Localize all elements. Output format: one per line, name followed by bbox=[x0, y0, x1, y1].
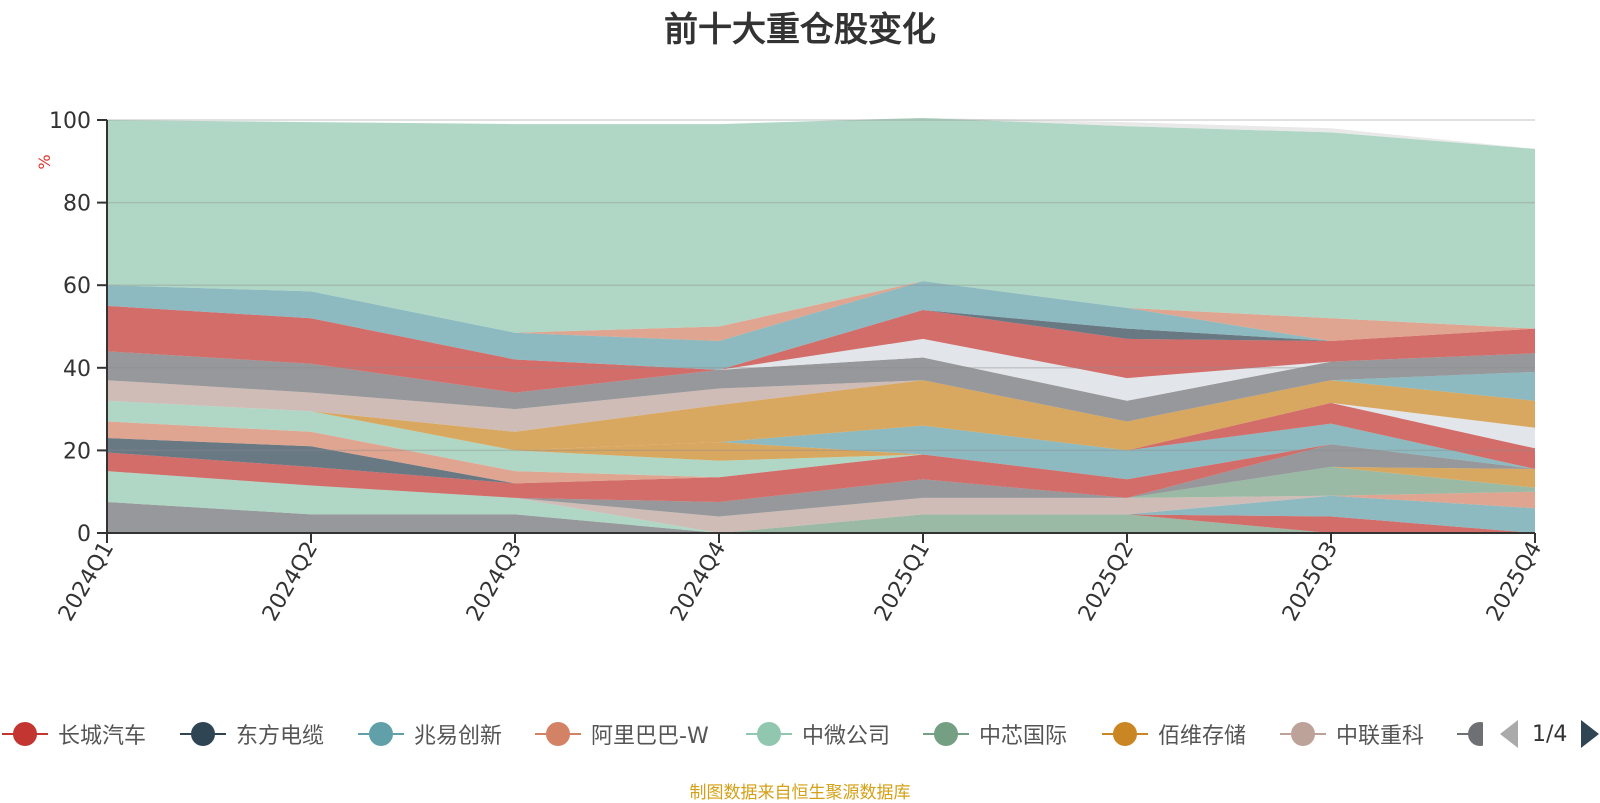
legend-label: 东方电缆 bbox=[236, 724, 325, 749]
areas-layer bbox=[107, 117, 1535, 533]
area-series-16 bbox=[107, 400, 1535, 480]
legend-label: 中微公司 bbox=[802, 724, 891, 749]
area-series-1 bbox=[107, 471, 1535, 533]
legend-item[interactable]: 中芯国际 bbox=[921, 716, 1067, 752]
y-tick-label: 0 bbox=[77, 522, 91, 547]
x-tick-label: 2024Q2 bbox=[258, 538, 323, 626]
area-series-6 bbox=[107, 471, 1535, 533]
y-axis-unit-label: % bbox=[35, 154, 54, 169]
area-series-7 bbox=[107, 471, 1535, 517]
x-tick-label: 2025Q4 bbox=[1482, 538, 1547, 626]
legend-prev-page-icon[interactable] bbox=[1500, 720, 1518, 748]
area-series-8 bbox=[107, 466, 1535, 502]
area-series-25 bbox=[107, 305, 1535, 370]
legend-label: 中芯国际 bbox=[979, 724, 1068, 749]
area-series-26 bbox=[107, 281, 1535, 370]
area-series-27 bbox=[107, 281, 1535, 341]
legend-marker-icon bbox=[744, 716, 794, 752]
legend-marker-icon bbox=[1278, 716, 1328, 752]
area-series-29 bbox=[107, 117, 1535, 149]
legend-item[interactable]: 中微公司 bbox=[744, 716, 890, 752]
area-series-10 bbox=[107, 444, 1535, 502]
legend-item[interactable]: 阿里巴巴-W bbox=[533, 716, 709, 752]
y-tick-label: 60 bbox=[63, 274, 91, 299]
legend-label: 兆易创新 bbox=[414, 724, 503, 749]
x-tick-label: 2025Q2 bbox=[1074, 538, 1139, 626]
area-series-20 bbox=[107, 371, 1535, 432]
area-series-13 bbox=[107, 421, 1535, 484]
x-tick-label: 2024Q1 bbox=[54, 538, 119, 626]
legend-page-indicator: 1/4 bbox=[1532, 721, 1568, 747]
legend-marker-icon bbox=[178, 716, 228, 752]
legend-marker-icon bbox=[1455, 716, 1483, 752]
x-tick-label: 2025Q1 bbox=[870, 538, 935, 626]
chart-title: 前十大重仓股变化 bbox=[664, 10, 936, 50]
legend-label: 长城汽车 bbox=[58, 724, 147, 749]
legend-label: 阿里巴巴-W bbox=[591, 724, 709, 749]
legend-label: 中联重科 bbox=[1336, 724, 1425, 749]
legend-item[interactable]: 佰维存储 bbox=[1100, 716, 1246, 752]
area-series-23 bbox=[107, 338, 1535, 401]
legend-marker-icon bbox=[0, 716, 50, 752]
legend-pager: 1/4 bbox=[1500, 716, 1600, 752]
legend-marker-icon bbox=[921, 716, 971, 752]
legend-label: 佰维存储 bbox=[1158, 724, 1247, 749]
y-tick-label: 40 bbox=[63, 357, 91, 382]
y-tick-label: 80 bbox=[63, 192, 91, 217]
area-series-11 bbox=[107, 444, 1535, 502]
area-series-3 bbox=[107, 471, 1535, 533]
legend-item[interactable]: 中联重科 bbox=[1278, 716, 1424, 752]
legend-marker-icon bbox=[356, 716, 406, 752]
area-series-24 bbox=[107, 305, 1535, 393]
x-tick-label: 2025Q3 bbox=[1278, 538, 1343, 626]
legend: 长城汽车 东方电缆 兆易创新 阿里巴巴-W 中微公司 中芯国际 佰维存储 中联重科 1/4 bbox=[0, 716, 1600, 752]
source-note: 制图数据来自恒生聚源数据库 bbox=[689, 783, 911, 803]
legend-marker-icon bbox=[1100, 716, 1150, 752]
area-series-19 bbox=[107, 380, 1535, 451]
legend-item[interactable]: 兆易创新 bbox=[356, 716, 502, 752]
x-tick-label: 2024Q4 bbox=[666, 538, 731, 626]
area-series-28 bbox=[107, 117, 1535, 333]
legend-next-page-icon[interactable] bbox=[1581, 720, 1600, 748]
y-tick-label: 100 bbox=[49, 109, 91, 134]
area-series-14 bbox=[107, 400, 1535, 480]
legend-item[interactable]: 东方电缆 bbox=[178, 716, 324, 752]
area-series-21 bbox=[107, 371, 1535, 432]
y-tick-label: 20 bbox=[63, 439, 91, 464]
legend-marker-icon bbox=[533, 716, 583, 752]
legend-item[interactable] bbox=[1455, 716, 1483, 752]
area-series-9 bbox=[107, 466, 1535, 502]
area-series-22 bbox=[107, 351, 1535, 422]
area-series-0 bbox=[107, 502, 1535, 533]
grid-layer bbox=[107, 119, 1535, 452]
x-tick-label: 2024Q3 bbox=[462, 538, 527, 626]
legend-item[interactable]: 长城汽车 bbox=[0, 716, 146, 752]
